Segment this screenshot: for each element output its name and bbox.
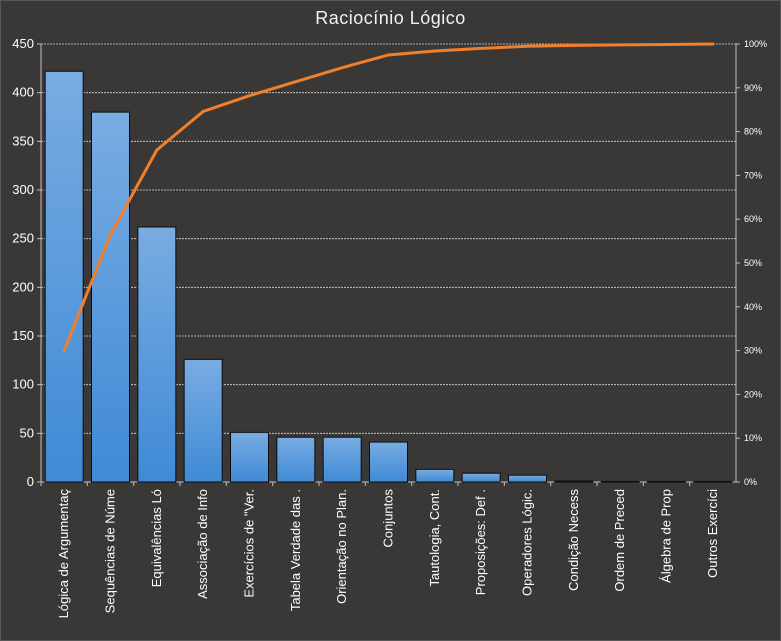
x-tick-label: Condição Necess bbox=[566, 489, 581, 591]
x-tick-label: Orientação no Plan. bbox=[334, 489, 349, 604]
bar bbox=[693, 481, 733, 483]
x-tick-label: Lógica de Argumentaç bbox=[56, 489, 71, 619]
y2-tick-label: 10% bbox=[744, 433, 762, 443]
x-tick-label: Ordem de Preced bbox=[612, 489, 627, 592]
bar bbox=[230, 431, 269, 483]
bar bbox=[44, 70, 84, 483]
bar bbox=[461, 472, 501, 483]
y-tick-label: 350 bbox=[12, 133, 34, 148]
x-tick-label: Tautologia, Cont. bbox=[427, 489, 442, 587]
y2-tick-label: 50% bbox=[744, 258, 762, 268]
y2-tick-label: 0% bbox=[744, 477, 757, 487]
y-tick-label: 50 bbox=[20, 425, 34, 440]
y-tick-label: 250 bbox=[12, 231, 34, 246]
y-tick-label: 200 bbox=[12, 279, 34, 294]
x-tick-label: Tabela Verdade das . bbox=[288, 489, 303, 611]
y2-tick-label: 80% bbox=[744, 127, 762, 137]
x-tick-label: Equivalências Ló bbox=[149, 489, 164, 587]
y2-tick-label: 40% bbox=[744, 302, 762, 312]
bar bbox=[183, 358, 223, 483]
y2-tick-label: 90% bbox=[744, 83, 762, 93]
y-tick-label: 0 bbox=[27, 474, 34, 489]
y2-tick-label: 100% bbox=[744, 39, 767, 49]
x-tick-label: Operadores Lógic. bbox=[520, 489, 535, 596]
bar bbox=[647, 481, 686, 483]
bar bbox=[369, 441, 408, 483]
x-tick-label: Exercícios de "Ver. bbox=[242, 489, 257, 598]
y-tick-label: 300 bbox=[12, 182, 34, 197]
bar bbox=[508, 474, 547, 483]
x-tick-label: Álgebra de Prop bbox=[659, 489, 674, 583]
cumulative-line bbox=[62, 42, 715, 353]
chart-title: Raciocínio Lógico bbox=[315, 8, 466, 28]
y-tick-label: 100 bbox=[12, 377, 34, 392]
y2-tick-label: 20% bbox=[744, 389, 762, 399]
bar bbox=[415, 468, 455, 483]
bar bbox=[276, 436, 316, 483]
x-tick-label: Sequências de Núme bbox=[103, 489, 118, 613]
x-tick-label: Conjuntos bbox=[381, 489, 396, 548]
x-tick-label: Outros Exercíci bbox=[705, 489, 720, 578]
y2-tick-label: 70% bbox=[744, 170, 762, 180]
y-tick-label: 150 bbox=[12, 328, 34, 343]
x-tick-label: Associação de Info bbox=[195, 489, 210, 599]
bar bbox=[600, 481, 640, 483]
bar bbox=[91, 111, 130, 483]
y-tick-label: 400 bbox=[12, 85, 34, 100]
y2-tick-label: 60% bbox=[744, 214, 762, 224]
bar bbox=[322, 436, 362, 483]
bar bbox=[137, 226, 177, 483]
y2-tick-label: 30% bbox=[744, 346, 762, 356]
bar bbox=[554, 480, 594, 483]
y-tick-label: 450 bbox=[12, 36, 34, 51]
x-tick-label: Proposições: Def . bbox=[473, 489, 488, 595]
